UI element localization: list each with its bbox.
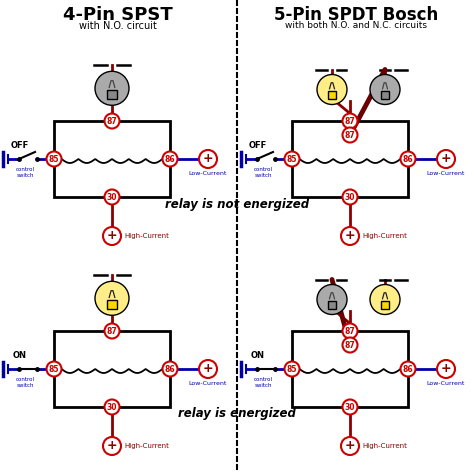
Text: 87: 87 bbox=[345, 340, 356, 349]
Circle shape bbox=[95, 71, 129, 105]
Circle shape bbox=[341, 437, 359, 455]
Circle shape bbox=[104, 323, 119, 338]
Text: with both N.O. and N.C. circuits: with both N.O. and N.C. circuits bbox=[285, 21, 427, 30]
Text: 85: 85 bbox=[49, 365, 59, 374]
Text: OFF: OFF bbox=[249, 141, 267, 150]
Text: 86: 86 bbox=[403, 155, 413, 164]
Text: 87: 87 bbox=[107, 327, 118, 336]
Circle shape bbox=[343, 337, 357, 353]
Text: Low-Current: Low-Current bbox=[189, 381, 227, 386]
Text: 86: 86 bbox=[403, 365, 413, 374]
Text: 85: 85 bbox=[287, 155, 297, 164]
Bar bbox=[381, 91, 389, 99]
Circle shape bbox=[104, 190, 119, 204]
Circle shape bbox=[437, 150, 455, 168]
Circle shape bbox=[437, 360, 455, 378]
Text: +: + bbox=[345, 439, 356, 452]
Circle shape bbox=[343, 113, 357, 128]
Bar bbox=[54, 331, 170, 407]
Circle shape bbox=[199, 150, 217, 168]
Circle shape bbox=[104, 400, 119, 414]
Text: relay is energized: relay is energized bbox=[178, 408, 296, 420]
Text: with N.O. circuit: with N.O. circuit bbox=[79, 21, 157, 31]
Text: ON: ON bbox=[251, 351, 265, 360]
Circle shape bbox=[103, 227, 121, 245]
Text: 30: 30 bbox=[345, 192, 355, 201]
Circle shape bbox=[343, 400, 357, 414]
Circle shape bbox=[341, 227, 359, 245]
Text: 85: 85 bbox=[49, 155, 59, 164]
Text: +: + bbox=[107, 229, 117, 242]
Bar bbox=[107, 90, 117, 99]
Bar bbox=[328, 91, 336, 99]
Text: 87: 87 bbox=[345, 327, 356, 336]
Circle shape bbox=[104, 113, 119, 128]
Text: 30: 30 bbox=[107, 402, 117, 411]
Text: control
switch: control switch bbox=[16, 167, 35, 178]
Circle shape bbox=[370, 74, 400, 104]
Text: ON: ON bbox=[13, 351, 27, 360]
Text: +: + bbox=[203, 152, 213, 165]
Circle shape bbox=[103, 437, 121, 455]
Circle shape bbox=[317, 284, 347, 315]
Circle shape bbox=[317, 74, 347, 104]
Text: +: + bbox=[345, 229, 356, 242]
Text: +: + bbox=[203, 362, 213, 375]
Circle shape bbox=[46, 152, 62, 166]
Text: +: + bbox=[441, 152, 451, 165]
Text: control
switch: control switch bbox=[254, 167, 273, 178]
Circle shape bbox=[343, 323, 357, 338]
Text: +: + bbox=[441, 362, 451, 375]
Text: Low-Current: Low-Current bbox=[427, 381, 465, 386]
Text: relay is not energized: relay is not energized bbox=[165, 198, 309, 210]
Text: +: + bbox=[107, 439, 117, 452]
Text: 85: 85 bbox=[287, 365, 297, 374]
Circle shape bbox=[343, 190, 357, 204]
Bar bbox=[381, 301, 389, 309]
Text: Low-Current: Low-Current bbox=[427, 171, 465, 176]
Bar bbox=[54, 121, 170, 197]
Text: 87: 87 bbox=[345, 117, 356, 126]
Text: 30: 30 bbox=[345, 402, 355, 411]
Circle shape bbox=[163, 152, 177, 166]
Circle shape bbox=[401, 152, 416, 166]
Text: 5-Pin SPDT Bosch: 5-Pin SPDT Bosch bbox=[274, 6, 438, 24]
Circle shape bbox=[199, 360, 217, 378]
Text: 86: 86 bbox=[164, 155, 175, 164]
Circle shape bbox=[95, 281, 129, 315]
Circle shape bbox=[46, 362, 62, 376]
Text: 30: 30 bbox=[107, 192, 117, 201]
Text: High-Current: High-Current bbox=[362, 443, 407, 449]
Circle shape bbox=[370, 284, 400, 315]
Text: control
switch: control switch bbox=[16, 377, 35, 388]
Bar bbox=[328, 301, 336, 309]
Bar bbox=[107, 300, 117, 309]
Text: 86: 86 bbox=[164, 365, 175, 374]
Text: control
switch: control switch bbox=[254, 377, 273, 388]
Text: High-Current: High-Current bbox=[362, 233, 407, 239]
Circle shape bbox=[343, 128, 357, 143]
Text: 87: 87 bbox=[345, 130, 356, 139]
Text: 4-Pin SPST: 4-Pin SPST bbox=[63, 6, 173, 24]
Text: OFF: OFF bbox=[11, 141, 29, 150]
Circle shape bbox=[163, 362, 177, 376]
Text: 87: 87 bbox=[107, 117, 118, 126]
Text: High-Current: High-Current bbox=[124, 233, 169, 239]
Text: Low-Current: Low-Current bbox=[189, 171, 227, 176]
Text: High-Current: High-Current bbox=[124, 443, 169, 449]
Circle shape bbox=[284, 362, 300, 376]
Bar bbox=[292, 331, 408, 407]
Circle shape bbox=[284, 152, 300, 166]
Bar bbox=[292, 121, 408, 197]
Circle shape bbox=[401, 362, 416, 376]
